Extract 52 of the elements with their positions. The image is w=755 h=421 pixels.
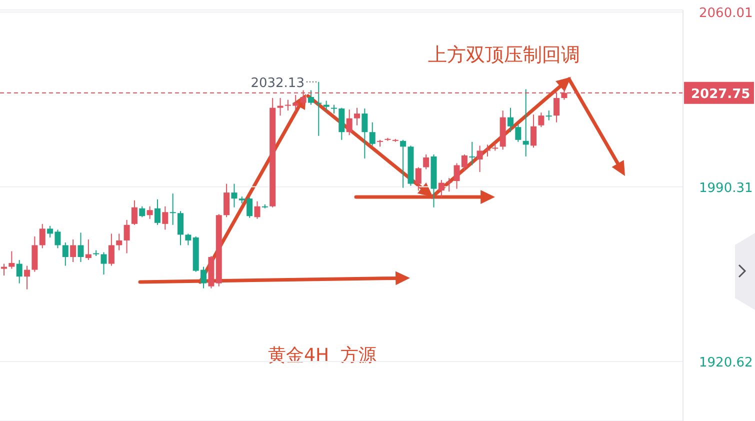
y-tick-label: 1920.62 [699,356,753,371]
candlestick [170,193,176,226]
candlestick [70,238,76,263]
candlestick [308,90,314,106]
candlestick [154,198,160,226]
candlestick [530,114,537,148]
candlestick [316,81,322,136]
candlestick [438,180,444,198]
candlestick [85,238,92,261]
candlestick [254,200,260,220]
candlestick [224,183,230,218]
candlestick [178,210,184,246]
candlestick [400,139,406,188]
candlestick [538,112,544,128]
candlestick [100,252,107,276]
annotation: 上方双顶压制回调 [428,43,580,68]
candlestick [277,98,284,116]
candlestick [124,219,130,254]
candlestick [146,206,153,220]
candlestick [522,88,529,157]
candlestick [1,263,7,276]
candlestick [484,144,490,157]
candlestick [362,108,368,159]
candlestick [369,122,376,146]
candlestick [8,250,15,270]
candlestick [231,183,238,208]
candlestick [323,100,330,112]
candlestick [515,124,522,142]
candlestick [108,233,114,266]
candlestick [507,107,514,133]
candlestick [546,110,552,121]
candlestick [415,166,422,192]
candlestick [24,265,30,290]
candlestick [476,145,483,172]
candlestick [39,223,46,249]
candlestick [346,109,352,136]
candlestick [116,233,122,251]
candlestick [185,233,192,246]
candlestick [62,242,68,266]
y-tick-label: 2060.01 [699,6,753,21]
candlestick [139,206,146,218]
candlestick [446,178,452,192]
candlestick [162,206,168,230]
candlestick [469,141,476,166]
candlestick [354,107,360,126]
y-tick-label: 1990.31 [699,180,753,196]
ref-line-label: 2027.75 [691,86,750,102]
candlestick [78,232,84,263]
candlestick [423,154,430,170]
annotation: 2032.13 [250,76,304,91]
candlestick [16,260,22,284]
candlestick [131,200,138,226]
